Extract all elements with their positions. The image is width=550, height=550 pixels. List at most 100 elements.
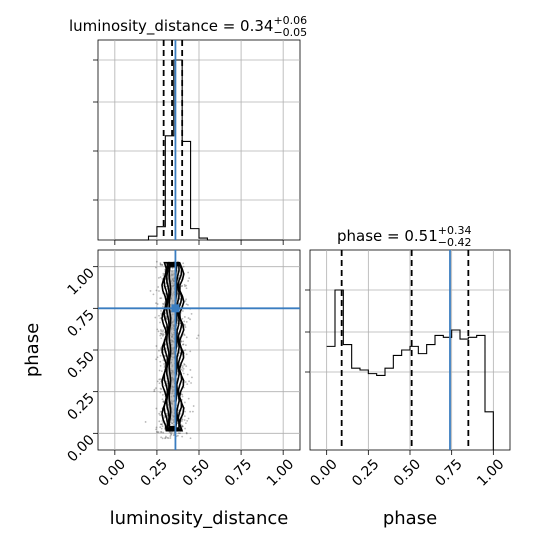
y-tick-labels-phase: 0.00 0.25 0.50 0.75 1.00 xyxy=(65,265,98,465)
sample-point xyxy=(163,302,166,305)
y-tick-label: 0.50 xyxy=(65,349,98,382)
sample-point xyxy=(163,365,166,367)
sample-point xyxy=(162,274,165,277)
grid xyxy=(98,250,300,450)
sample-point xyxy=(160,310,162,312)
sample-point xyxy=(156,303,159,305)
sample-point xyxy=(180,420,183,422)
sample-point xyxy=(160,436,163,439)
sample-point xyxy=(159,276,162,279)
sample-point xyxy=(160,388,163,391)
sample-point xyxy=(155,289,158,292)
sample-point xyxy=(157,286,160,288)
x-tick-label: 1.00 xyxy=(474,456,507,489)
sample-point xyxy=(167,437,170,440)
tick-marks xyxy=(93,59,284,245)
sample-point xyxy=(196,337,198,340)
sample-point xyxy=(184,285,186,288)
density-contour xyxy=(168,265,178,428)
sample-point xyxy=(155,358,158,361)
sample-point xyxy=(159,378,162,381)
sample-point xyxy=(171,422,174,424)
sample-point xyxy=(169,437,172,439)
sample-point xyxy=(163,363,165,365)
sample-point xyxy=(170,421,173,424)
sample-point xyxy=(165,318,168,321)
sample-point xyxy=(159,334,162,337)
sample-point xyxy=(179,432,181,435)
sample-point xyxy=(155,430,158,433)
sample-point xyxy=(183,320,186,323)
sample-point xyxy=(161,264,163,266)
sample-point xyxy=(184,300,187,302)
y-axis-label-phase: phase xyxy=(22,323,43,377)
sample-point xyxy=(161,398,164,401)
sample-point xyxy=(161,333,163,336)
sample-point xyxy=(181,393,184,396)
sample-point xyxy=(159,332,162,335)
x-tick-label: 0.25 xyxy=(349,456,382,489)
sample-point xyxy=(187,317,190,319)
sample-point xyxy=(161,330,164,333)
sample-point xyxy=(162,359,165,362)
sample-point xyxy=(158,369,161,372)
sample-point xyxy=(165,435,167,438)
sample-point xyxy=(185,422,187,425)
sample-point xyxy=(171,422,173,425)
luminosity-distance-title: luminosity_distance = 0.34+0.06 −0.05 xyxy=(69,14,307,39)
sample-point xyxy=(184,326,187,328)
sample-point xyxy=(186,383,189,386)
sample-point xyxy=(181,425,184,428)
sample-point xyxy=(144,421,147,423)
sample-point xyxy=(165,380,168,383)
sample-point xyxy=(159,391,162,394)
sample-point xyxy=(159,410,162,413)
sample-point xyxy=(157,330,160,333)
x-axis-label-luminosity-distance: luminosity_distance xyxy=(110,508,289,529)
sample-point xyxy=(181,284,184,287)
sample-point xyxy=(152,293,155,296)
sample-point xyxy=(155,387,157,389)
sample-point xyxy=(189,437,192,440)
sample-point xyxy=(185,353,188,356)
sample-point xyxy=(159,387,162,390)
x-tick-labels-phase: 0.00 0.25 0.50 0.75 1.00 xyxy=(307,456,507,489)
sample-point xyxy=(185,298,187,301)
sample-point xyxy=(182,262,185,265)
sample-point xyxy=(189,410,192,413)
sample-point xyxy=(185,336,188,339)
sample-point xyxy=(158,378,161,381)
sample-point xyxy=(160,431,162,433)
title-text: phase = 0.51 xyxy=(337,227,438,245)
sample-point xyxy=(172,423,175,426)
sample-point xyxy=(189,369,192,371)
sample-point xyxy=(184,410,186,413)
sample-point xyxy=(182,333,185,336)
sample-point xyxy=(162,329,164,332)
sample-point xyxy=(156,380,159,383)
sample-point xyxy=(162,302,164,305)
sample-point xyxy=(159,317,162,320)
sample-point xyxy=(162,351,165,354)
sample-point xyxy=(187,417,190,420)
sample-point xyxy=(190,312,193,315)
sample-point xyxy=(163,366,166,369)
title-upper-error: +0.06 xyxy=(273,14,307,27)
sample-point xyxy=(157,431,160,434)
x-axis-label-phase: phase xyxy=(383,508,437,529)
sample-point xyxy=(185,287,188,290)
sample-point xyxy=(162,400,165,403)
sample-point xyxy=(181,425,184,428)
sample-point xyxy=(169,435,172,437)
sample-point xyxy=(161,425,164,428)
x-tick-labels-luminosity-distance: 0.00 0.25 0.50 0.75 1.00 xyxy=(96,456,298,489)
sample-point xyxy=(160,332,163,335)
sample-point xyxy=(155,260,158,263)
y-tick-label: 0.75 xyxy=(65,307,98,340)
grid xyxy=(98,40,300,240)
sample-point xyxy=(183,363,186,366)
sample-point xyxy=(186,373,189,376)
sample-point xyxy=(160,330,163,333)
density-contour xyxy=(161,261,185,432)
sample-point xyxy=(159,264,162,266)
